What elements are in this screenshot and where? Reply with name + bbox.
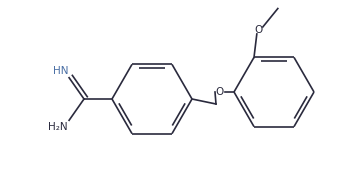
Text: HN: HN xyxy=(53,66,68,76)
Text: O: O xyxy=(216,87,224,97)
Text: H₂N: H₂N xyxy=(48,122,68,132)
Text: O: O xyxy=(255,25,263,35)
